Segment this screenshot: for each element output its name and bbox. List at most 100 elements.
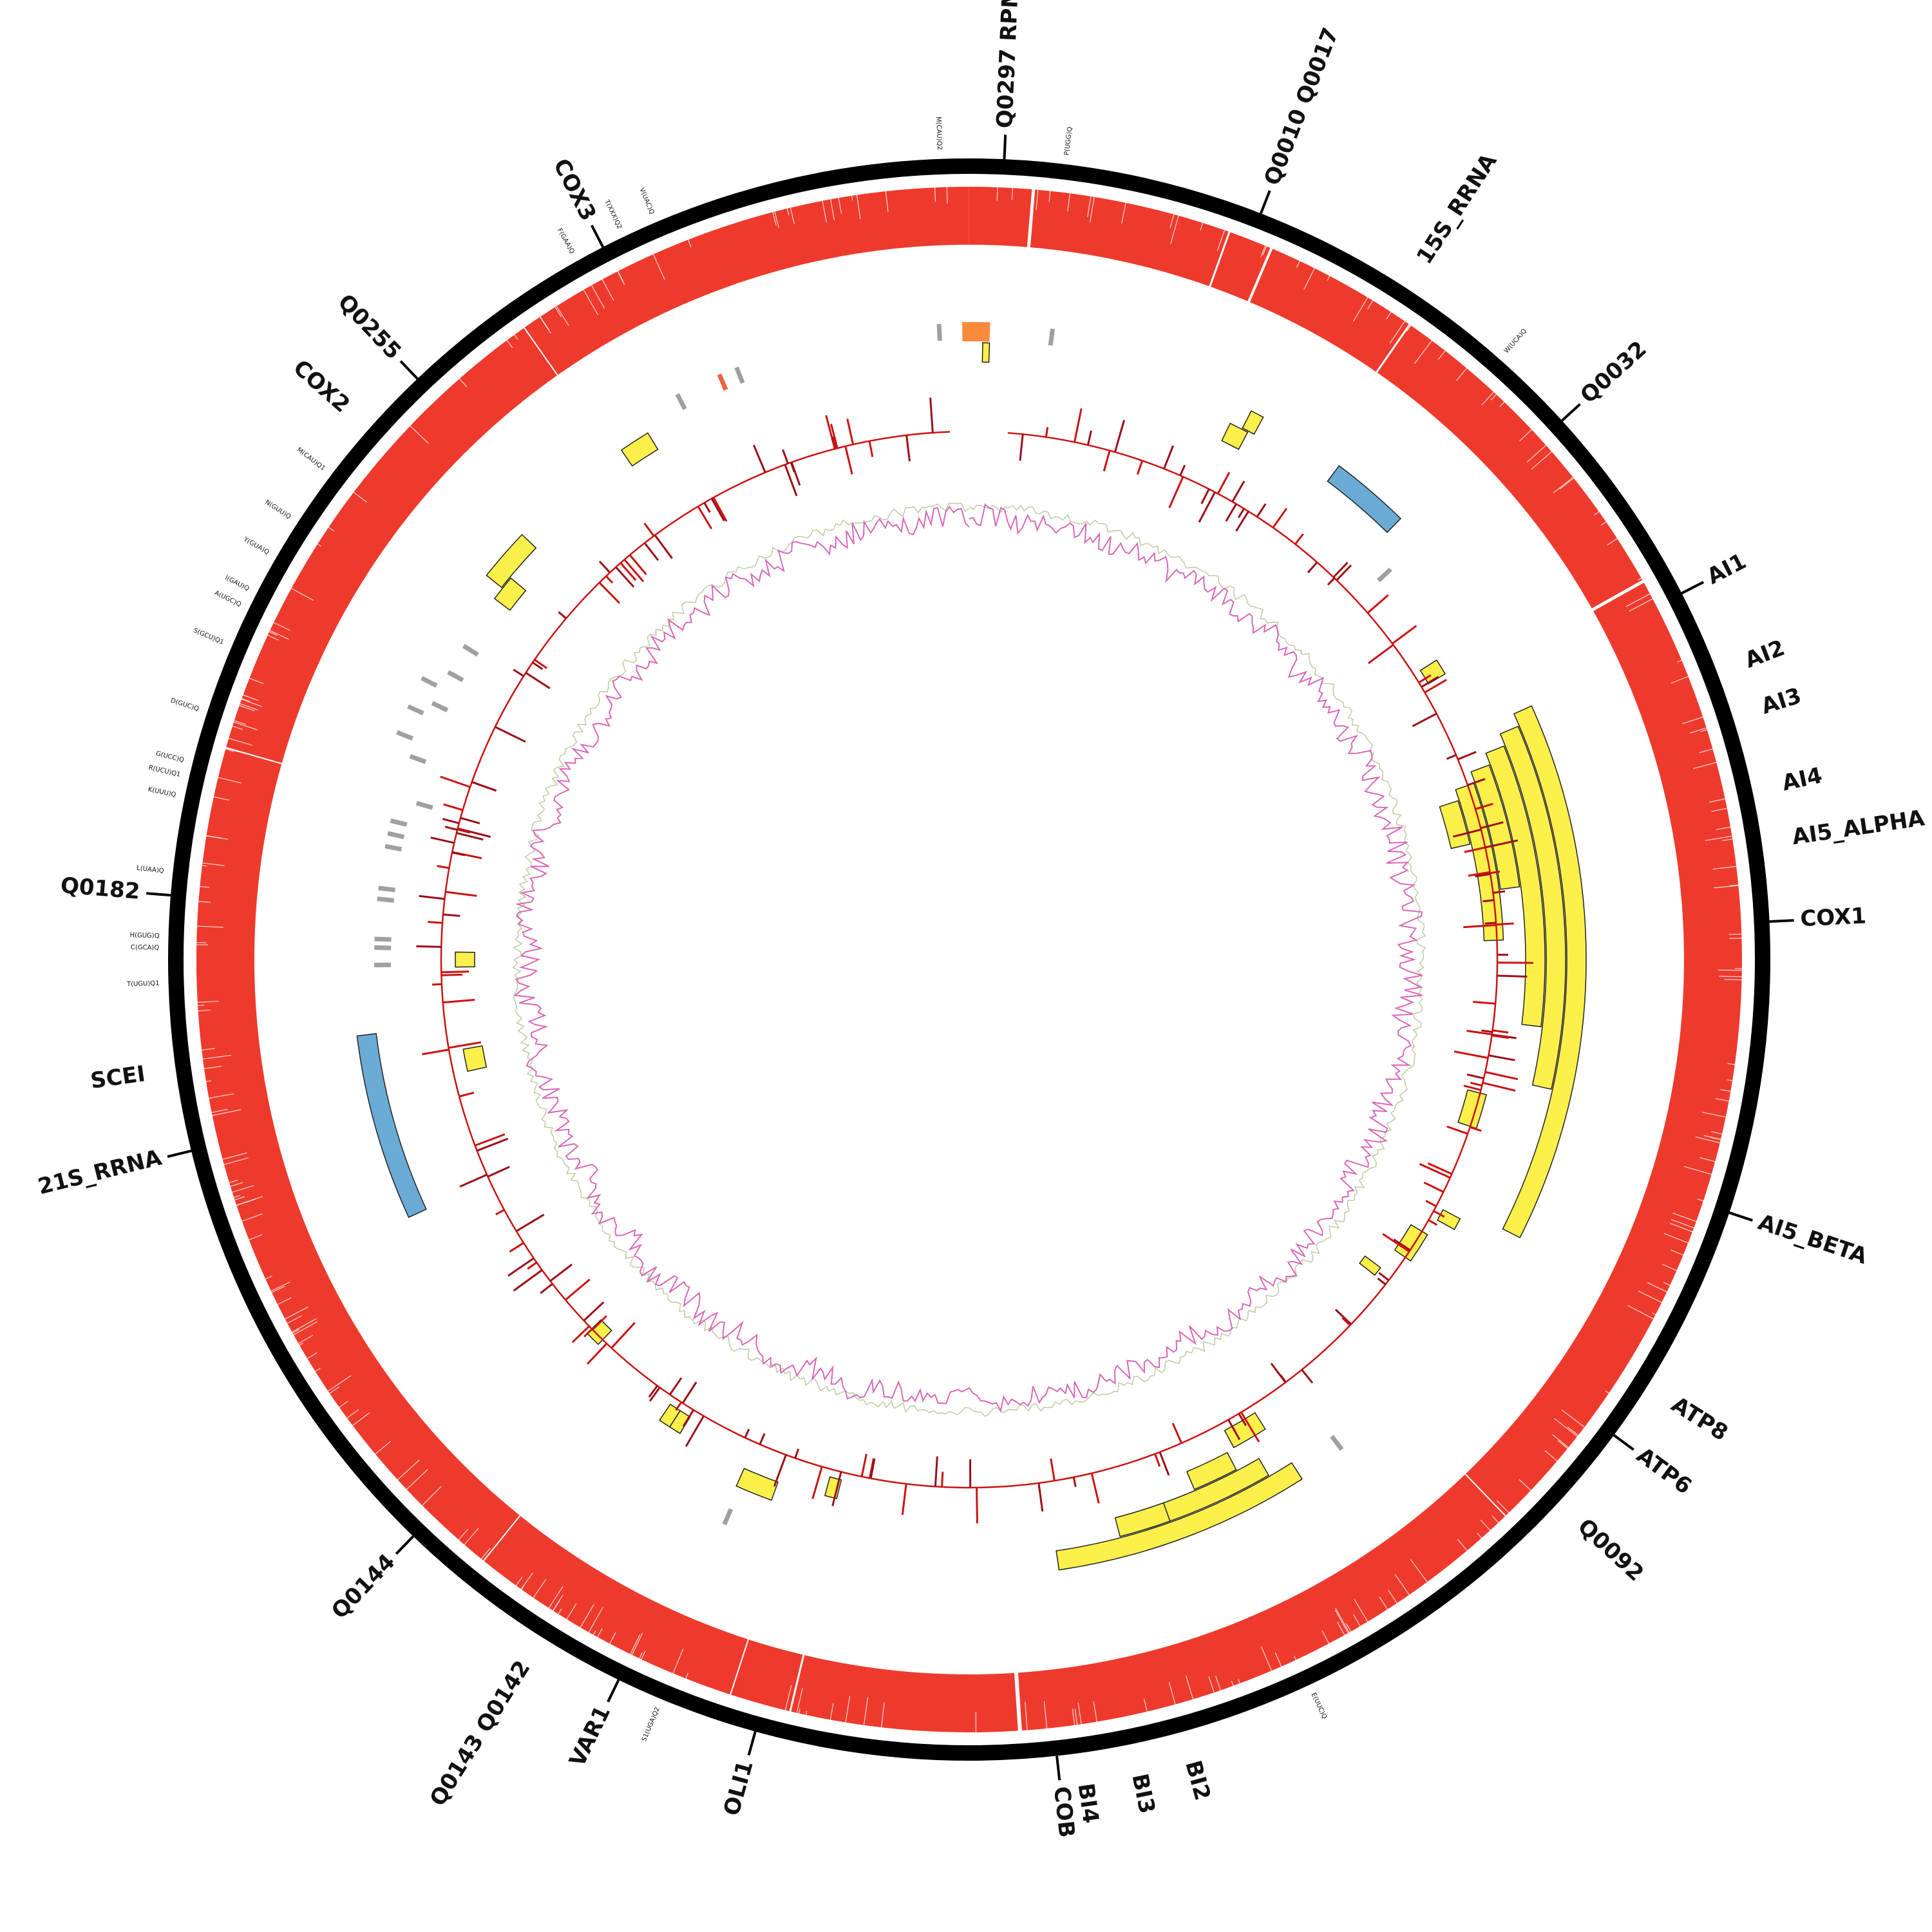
snp-mark [782,449,789,464]
coverage-dip [206,835,222,838]
coverage-dip [639,1652,643,1659]
snp-mark [1433,1210,1445,1218]
coverage-dip [1387,1589,1397,1604]
gene-labels: Q0297 RPM1 Q0010 Q0017 15S_RRNA Q0032 AI1 AI2… [35,0,1927,1839]
snp-mark [759,1433,766,1445]
snp-mark [1171,1423,1182,1444]
yellow-feature [1485,745,1546,1028]
snp-mark [1019,434,1024,461]
yellow-feature [1470,764,1520,890]
genome-backbone-ring [168,158,1770,1761]
snp-mark [1037,1482,1044,1512]
gene-label: COX2 [288,355,354,418]
yellow-feature [455,951,475,968]
snp-mark [428,921,443,924]
coverage-dip [339,1401,348,1408]
snp-mark [451,851,466,857]
yellow-feature [981,342,990,363]
snp-mark [697,506,713,529]
trna-label: E(UUC)Q [1310,1692,1329,1720]
coverage-dip [786,208,790,216]
snp-mark [1238,1413,1247,1426]
coverage-dip [232,726,243,730]
snp-mark [549,1264,573,1282]
coverage-dip [1379,1596,1388,1610]
coverage-dip [1260,245,1266,258]
snp-mark [605,575,614,584]
gene-label: ATP6 [1632,1443,1697,1500]
coverage-dip [1692,762,1717,770]
snp-mark [459,1092,475,1098]
snp-mark [442,818,460,824]
snp-mark [611,1321,636,1349]
gene-label: OLI1 [719,1757,759,1818]
coverage-dip [211,1108,228,1113]
coverage-dip [1217,230,1226,251]
snp-mark [1481,1029,1493,1033]
coverage-dip [588,1607,603,1633]
coverage-dip [1093,1701,1097,1722]
snp-mark [513,1269,543,1292]
coverage-dip [583,289,598,315]
snp-mark [586,1343,608,1365]
gray-feature [1048,328,1056,346]
snp-mark [1446,1125,1468,1135]
coverage-dip [1168,1682,1176,1705]
gene-label: Q0255 [333,289,406,365]
coverage-dip [197,1001,219,1003]
coverage-dip [580,1604,594,1628]
coverage-dip [375,1441,391,1455]
coverage-dip [293,1321,317,1336]
coverage-dip [1729,938,1742,939]
coverage-dip [209,1093,234,1099]
coverage-dip [1394,1574,1410,1595]
snp-mark [1468,871,1490,877]
coverage-dip [240,703,258,711]
snp-mark [1332,562,1349,578]
gene-label: AI2 [1741,635,1788,674]
trna-label: W(UCA)Q [1503,328,1528,355]
coverage-dip [197,925,223,928]
snp-mark [794,1448,800,1459]
coverage-dip [1414,340,1432,365]
snp-mark [1492,1034,1509,1039]
snp-mark [784,464,798,497]
snp-mark [811,1466,823,1499]
coverage-dip [1662,1264,1677,1271]
coverage-dip [1019,1715,1022,1731]
snp-mark [681,1381,697,1404]
coverage-dip [1337,1622,1345,1636]
coverage-dip [506,340,513,348]
yellow-feature [1499,725,1566,1090]
snp-mark [685,1416,705,1447]
snp-mark [509,1242,524,1253]
snp-mark [1492,1029,1509,1034]
snp-mark [1412,712,1437,728]
coverage-dip [406,1469,428,1490]
coverage-band [196,187,1742,1732]
snp-mark [558,611,567,620]
gene-label: AI5_BETA [1755,1209,1871,1270]
coverage-gap-8 [730,1639,749,1695]
coverage-dip [540,316,550,330]
coverage-dip [1497,1500,1510,1513]
trna-label: Y(GUA)Q [242,536,270,556]
coverage-dip [239,705,255,712]
coverage-dip [1553,477,1573,493]
coverage-dip [1700,1157,1716,1162]
snp-mark [515,1213,545,1233]
yellow-feature [1359,1255,1381,1276]
snp-mark [1490,870,1501,875]
coverage-dip [200,886,210,888]
snp-mark [1336,564,1352,581]
gene-label: COX3 [548,155,601,225]
snp-mark [1418,674,1432,684]
snp-mark [583,1328,593,1338]
coverage-dip [514,334,518,340]
coverage-gap-9 [483,1515,521,1562]
snp-mark [901,1483,907,1515]
snp-mark [477,1137,509,1152]
snp-mark [844,446,853,475]
trna-label: G(UCC)Q [155,750,185,764]
snp-mark [583,1301,605,1321]
